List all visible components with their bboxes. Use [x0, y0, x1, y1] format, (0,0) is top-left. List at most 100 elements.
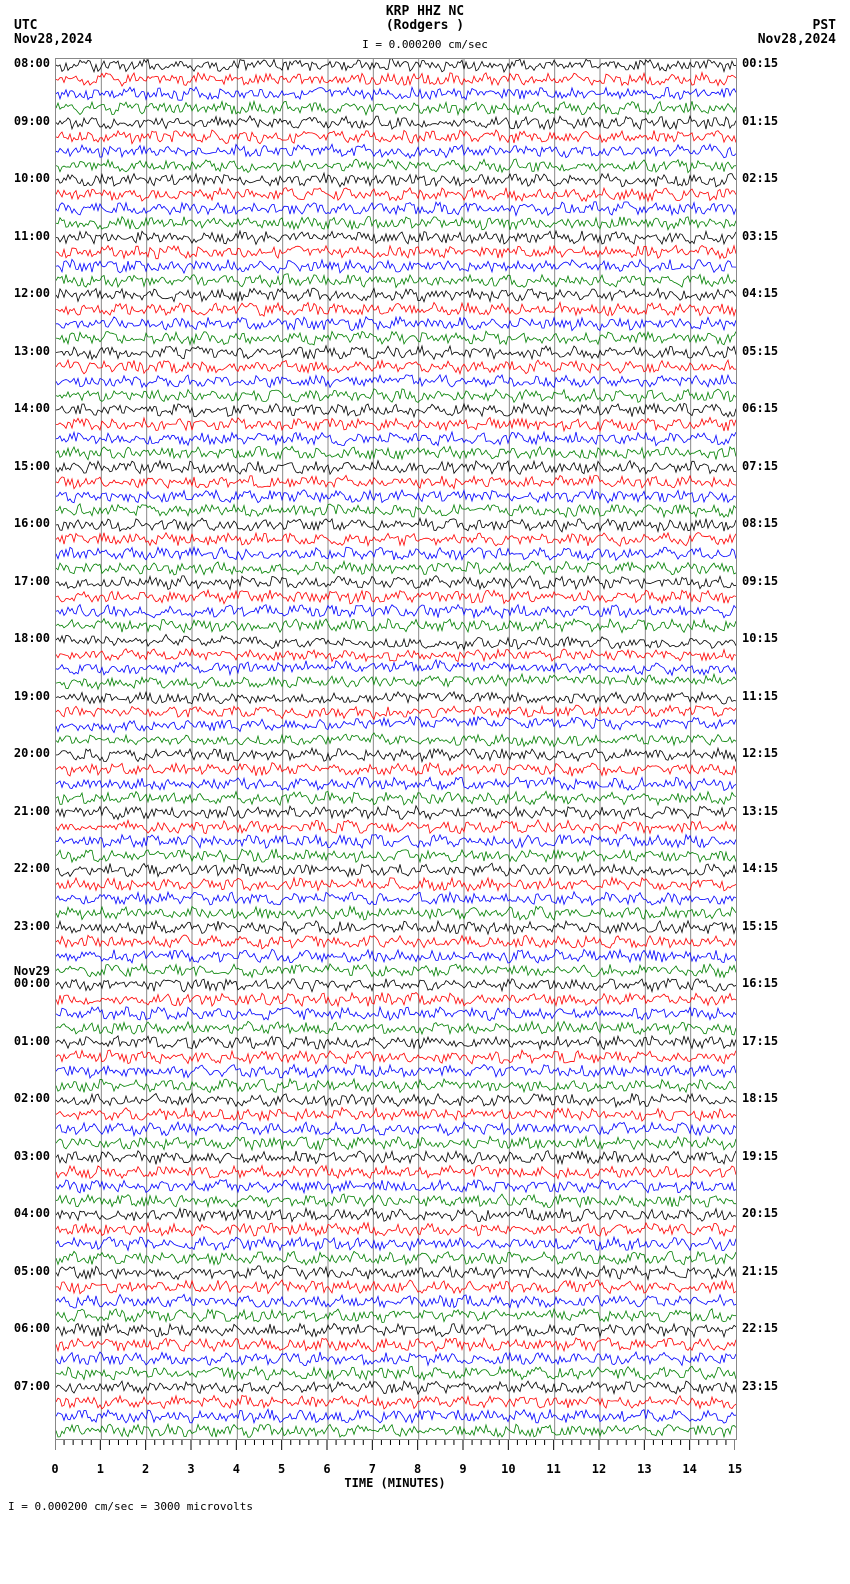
waveform-trace: [56, 733, 736, 747]
pst-hour-label: 03:15: [742, 229, 778, 243]
waveform-traces: [56, 59, 736, 1439]
timezone-left: UTC: [14, 18, 37, 33]
waveform-trace: [56, 1338, 736, 1352]
waveform-trace: [56, 360, 736, 374]
pst-hour-label: 20:15: [742, 1206, 778, 1220]
pst-hour-label: 11:15: [742, 689, 778, 703]
waveform-trace: [56, 1036, 736, 1050]
waveform-trace: [56, 777, 736, 790]
waveform-trace: [56, 1194, 736, 1208]
waveform-trace: [56, 1381, 736, 1394]
waveform-trace: [56, 1223, 736, 1236]
x-tick-label: 14: [682, 1462, 696, 1476]
waveform-trace: [56, 1079, 736, 1093]
waveform-trace: [56, 878, 736, 892]
utc-hour-label: 09:00: [14, 114, 50, 128]
waveform-trace: [56, 461, 736, 475]
waveform-trace: [56, 717, 736, 733]
utc-hour-label: 02:00: [14, 1091, 50, 1105]
utc-hour-label: 07:00: [14, 1379, 50, 1393]
waveform-trace: [56, 1352, 736, 1366]
waveform-trace: [56, 561, 736, 575]
utc-hour-label: 00:00: [14, 976, 50, 990]
utc-hour-label: 12:00: [14, 286, 50, 300]
waveform-trace: [56, 87, 736, 100]
x-tick-label: 7: [369, 1462, 376, 1476]
waveform-trace: [56, 1280, 736, 1294]
waveform-trace: [56, 1395, 736, 1409]
utc-hour-label: 23:00: [14, 919, 50, 933]
x-tick-label: 13: [637, 1462, 651, 1476]
waveform-trace: [56, 906, 736, 920]
x-tick-label: 11: [546, 1462, 560, 1476]
waveform-trace: [56, 274, 736, 288]
waveform-trace: [56, 964, 736, 977]
waveform-trace: [56, 1366, 736, 1380]
waveform-trace: [56, 849, 736, 862]
waveform-trace: [56, 619, 736, 633]
waveform-trace: [56, 490, 736, 503]
seismogram-plot: [55, 58, 737, 1440]
waveform-trace: [56, 1122, 736, 1136]
waveform-trace: [56, 375, 736, 388]
seismogram-container: KRP HHZ NC (Rodgers ) I = 0.000200 cm/se…: [0, 0, 850, 1584]
waveform-trace: [56, 1180, 736, 1193]
utc-hour-label: 08:00: [14, 56, 50, 70]
waveform-trace: [56, 144, 736, 158]
pst-hour-label: 16:15: [742, 976, 778, 990]
waveform-trace: [56, 259, 736, 273]
waveform-trace: [56, 921, 736, 935]
timezone-right: PST: [813, 18, 836, 33]
waveform-trace: [56, 59, 736, 72]
waveform-trace: [56, 302, 736, 316]
waveform-trace: [56, 1237, 736, 1251]
scale-note-top: I = 0.000200 cm/sec: [362, 38, 488, 51]
waveform-trace: [56, 389, 736, 403]
x-tick-label: 5: [278, 1462, 285, 1476]
utc-hour-label: 15:00: [14, 459, 50, 473]
pst-hour-label: 06:15: [742, 401, 778, 415]
utc-hour-label: 04:00: [14, 1206, 50, 1220]
waveform-trace: [56, 605, 736, 618]
pst-hour-label: 15:15: [742, 919, 778, 933]
utc-hour-label: 16:00: [14, 516, 50, 530]
waveform-trace: [56, 346, 736, 360]
waveform-trace: [56, 590, 736, 604]
pst-hour-label: 08:15: [742, 516, 778, 530]
waveform-trace: [56, 331, 736, 345]
utc-hour-label: 05:00: [14, 1264, 50, 1278]
utc-hour-label: 17:00: [14, 574, 50, 588]
pst-hour-label: 14:15: [742, 861, 778, 875]
waveform-trace: [56, 116, 736, 129]
waveform-trace: [56, 245, 736, 258]
waveform-trace: [56, 547, 736, 560]
waveform-trace: [56, 1136, 736, 1150]
waveform-trace: [56, 692, 736, 704]
pst-hour-labels: 00:1501:1502:1503:1504:1505:1506:1507:15…: [738, 58, 798, 1438]
waveform-trace: [56, 231, 736, 245]
waveform-trace: [56, 1424, 736, 1437]
x-tick-label: 4: [233, 1462, 240, 1476]
waveform-trace: [56, 1007, 736, 1021]
x-tick-label: 10: [501, 1462, 515, 1476]
waveform-trace: [56, 432, 736, 446]
waveform-trace: [56, 863, 736, 876]
pst-hour-label: 12:15: [742, 746, 778, 760]
waveform-trace: [56, 935, 736, 949]
waveform-trace: [56, 173, 736, 187]
waveform-trace: [56, 892, 736, 905]
station-location: (Rodgers ): [386, 18, 464, 33]
utc-hour-label: 21:00: [14, 804, 50, 818]
pst-hour-label: 04:15: [742, 286, 778, 300]
waveform-trace: [56, 1151, 736, 1165]
pst-hour-label: 07:15: [742, 459, 778, 473]
waveform-trace: [56, 188, 736, 202]
waveform-trace: [56, 660, 736, 676]
x-tick-label: 15: [728, 1462, 742, 1476]
waveform-trace: [56, 202, 736, 216]
waveform-trace: [56, 1409, 736, 1423]
x-axis-title: TIME (MINUTES): [344, 1476, 445, 1490]
waveform-trace: [56, 791, 736, 805]
utc-hour-label: 22:00: [14, 861, 50, 875]
waveform-trace: [56, 1208, 736, 1222]
